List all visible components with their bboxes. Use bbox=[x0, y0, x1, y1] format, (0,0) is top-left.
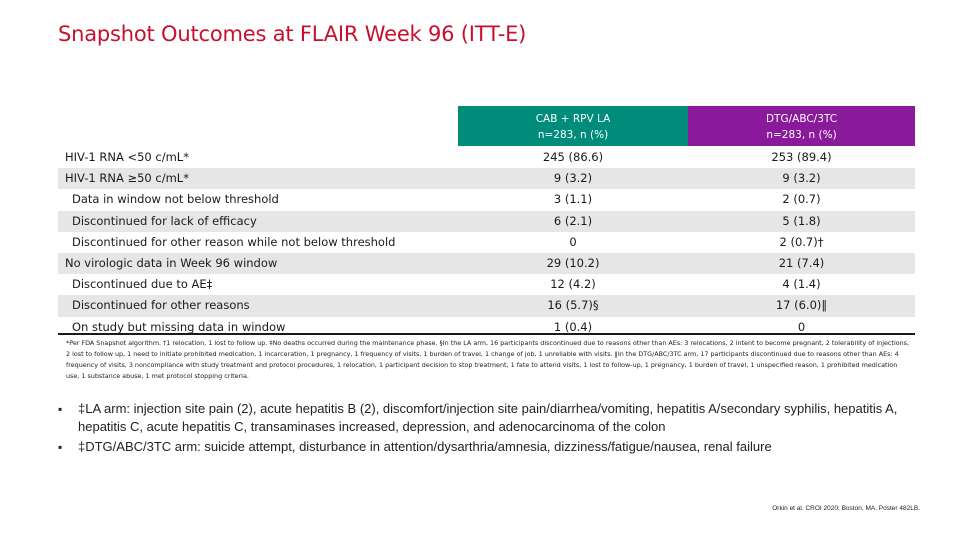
cab-value: 245 (86.6) bbox=[542, 150, 604, 164]
ae-bullet-list: ▪ ‡LA arm: injection site pain (2), acut… bbox=[58, 400, 918, 458]
table-row: HIV-1 RNA <50 c/mL* 245 (86.6) 253 (89.4… bbox=[58, 147, 915, 168]
bullet-marker-icon: ▪ bbox=[58, 402, 63, 416]
dtg-value: 4 (1.4) bbox=[782, 277, 821, 292]
row-label: Discontinued for other reasons bbox=[72, 298, 250, 313]
dtg-value: 0 bbox=[797, 319, 806, 334]
dtg-value: 253 (89.4) bbox=[771, 150, 832, 164]
cab-value: 0 bbox=[569, 234, 577, 249]
table-row: HIV-1 RNA ≥50 c/mL* 9 (3.2) 9 (3.2) bbox=[58, 168, 915, 190]
table-row: Discontinued for other reason while not … bbox=[58, 232, 915, 253]
dtg-value: 5 (1.8) bbox=[782, 213, 821, 228]
dtg-value: 9 (3.2) bbox=[782, 171, 821, 186]
cab-value: 16 (5.7)§ bbox=[547, 298, 599, 313]
row-label: On study but missing data in window bbox=[72, 319, 286, 334]
cab-value: 29 (10.2) bbox=[546, 255, 600, 270]
dtg-value: 2 (0.7)† bbox=[779, 234, 824, 249]
page-title: Snapshot Outcomes at FLAIR Week 96 (ITT-… bbox=[58, 22, 527, 46]
column-header-dtg-abc-3tc: DTG/ABC/3TC n=283, n (%) bbox=[688, 106, 915, 146]
row-label: Discontinued due to AE‡ bbox=[72, 277, 213, 292]
table-bottom-rule bbox=[58, 333, 915, 335]
column-header-name: CAB + RPV LA bbox=[535, 113, 611, 125]
row-label: Discontinued for other reason while not … bbox=[72, 234, 396, 249]
row-label: No virologic data in Week 96 window bbox=[65, 255, 278, 270]
column-header-cab-rpv: CAB + RPV LA n=283, n (%) bbox=[458, 106, 688, 146]
row-label: Discontinued for lack of efficacy bbox=[72, 213, 257, 228]
bullet-text: ‡LA arm: injection site pain (2), acute … bbox=[78, 401, 898, 434]
table-row: No virologic data in Week 96 window 29 (… bbox=[58, 252, 915, 275]
cab-value: 1 (0.4) bbox=[553, 319, 593, 334]
column-header-name: DTG/ABC/3TC bbox=[765, 113, 838, 125]
row-label: Data in window not below threshold bbox=[72, 192, 279, 207]
column-header-n: n=283, n (%) bbox=[537, 129, 609, 141]
cab-value: 3 (1.1) bbox=[553, 192, 593, 207]
table-row: On study but missing data in window 1 (0… bbox=[58, 317, 915, 338]
table-row: Discontinued due to AE‡ 12 (4.2) 4 (1.4) bbox=[58, 274, 915, 295]
table-footnote: *Per FDA Snapshot algorithm. †1 relocati… bbox=[66, 339, 910, 380]
table-row: Discontinued for other reasons 16 (5.7)§… bbox=[58, 295, 915, 317]
table-row: Discontinued for lack of efficacy 6 (2.1… bbox=[58, 210, 915, 232]
cab-value: 12 (4.2) bbox=[550, 277, 596, 292]
row-label: HIV-1 RNA ≥50 c/mL* bbox=[65, 171, 189, 186]
dtg-value: 21 (7.4) bbox=[778, 255, 825, 270]
cab-value: 6 (2.1) bbox=[553, 213, 593, 228]
bullet-item: ▪ ‡DTG/ABC/3TC arm: suicide attempt, dis… bbox=[58, 438, 918, 456]
bullet-marker-icon: ▪ bbox=[58, 440, 63, 454]
row-label: HIV-1 RNA <50 c/mL* bbox=[65, 150, 189, 164]
dtg-value: 2 (0.7) bbox=[782, 192, 821, 207]
citation: Orkin et al. CROI 2020; Boston, MA. Post… bbox=[772, 505, 920, 512]
table-row: Data in window not below threshold 3 (1.… bbox=[58, 189, 915, 210]
bullet-item: ▪ ‡LA arm: injection site pain (2), acut… bbox=[58, 400, 918, 436]
outcomes-table: HIV-1 RNA <50 c/mL* 245 (86.6) 253 (89.4… bbox=[58, 147, 915, 338]
cab-value: 9 (3.2) bbox=[553, 171, 593, 186]
dtg-value: 17 (6.0)‖ bbox=[775, 298, 828, 313]
bullet-text: ‡DTG/ABC/3TC arm: suicide attempt, distu… bbox=[78, 439, 772, 454]
column-header-n: n=283, n (%) bbox=[766, 129, 837, 141]
